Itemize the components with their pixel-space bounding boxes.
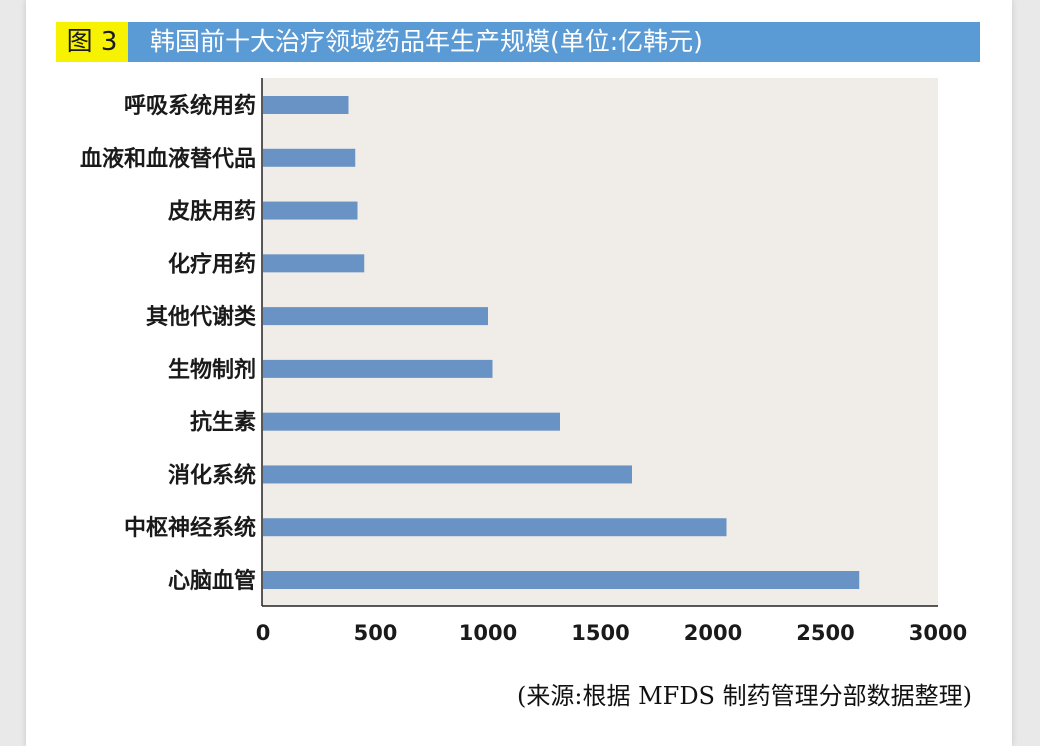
- category-label: 中枢神经系统: [124, 515, 256, 541]
- x-tick-label: 500: [354, 621, 398, 645]
- figure-header-bar: [56, 22, 980, 62]
- category-label: 血液和血液替代品: [80, 146, 256, 172]
- bar: [263, 201, 358, 220]
- figure-number-label: 图 3: [56, 22, 128, 62]
- x-tick-label: 1000: [459, 621, 517, 645]
- bar: [263, 307, 488, 326]
- plot-area: [262, 78, 938, 606]
- bar: [263, 359, 493, 378]
- bar: [263, 465, 632, 484]
- x-tick-label: 2500: [796, 621, 854, 645]
- category-label: 化疗用药: [168, 251, 256, 277]
- category-label: 心脑血管: [168, 568, 256, 594]
- category-label: 抗生素: [190, 410, 256, 436]
- category-label: 呼吸系统用药: [124, 93, 256, 119]
- bar: [263, 571, 860, 589]
- category-label: 生物制剂: [168, 357, 256, 383]
- source-note: (来源:根据 MFDS 制药管理分部数据整理): [517, 682, 972, 710]
- x-tick-label: 1500: [571, 621, 629, 645]
- bar: [263, 96, 349, 114]
- figure-title: 韩国前十大治疗领域药品年生产规模(单位:亿韩元): [150, 27, 703, 56]
- bar: [263, 518, 727, 537]
- x-tick-label: 0: [256, 621, 271, 645]
- category-label: 皮肤用药: [168, 199, 256, 225]
- bar: [263, 412, 560, 431]
- x-tick-label: 3000: [909, 621, 967, 645]
- category-label: 消化系统: [168, 462, 256, 488]
- bar: [263, 148, 356, 167]
- x-tick-label: 2000: [684, 621, 742, 645]
- category-label: 其他代谢类: [146, 304, 257, 330]
- bar: [263, 254, 365, 273]
